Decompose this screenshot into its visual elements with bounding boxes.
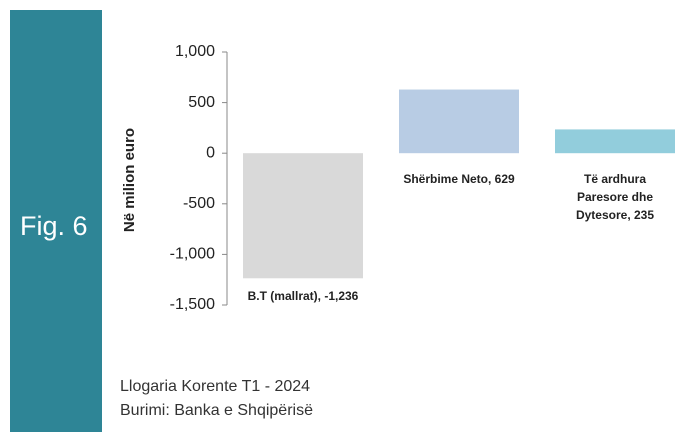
y-axis-title: Në milion euro [121, 128, 138, 232]
data-label: Shërbime Neto, 629 [403, 172, 515, 187]
footer-line: Llogaria Korente T1 - 2024 [120, 378, 311, 395]
y-tick-label: -1,000 [170, 246, 215, 263]
data-label: B.T (mallrat), -1,236 [247, 289, 359, 304]
y-tick-label: 0 [206, 144, 215, 161]
bar [555, 129, 675, 154]
bar [399, 89, 519, 154]
data-label: Të ardhura Paresore dhe Dytesore, 235 [575, 172, 655, 223]
footer-line: Burimi: Banka e Shqipërisë [120, 402, 313, 419]
figure-label: Fig. 6 [20, 211, 88, 241]
bar [243, 153, 363, 279]
sidebar [10, 10, 102, 432]
y-tick-label: -500 [183, 195, 215, 212]
y-tick-label: -1,500 [170, 296, 215, 313]
y-tick-label: 500 [188, 94, 215, 111]
y-tick-label: 1,000 [175, 43, 215, 60]
